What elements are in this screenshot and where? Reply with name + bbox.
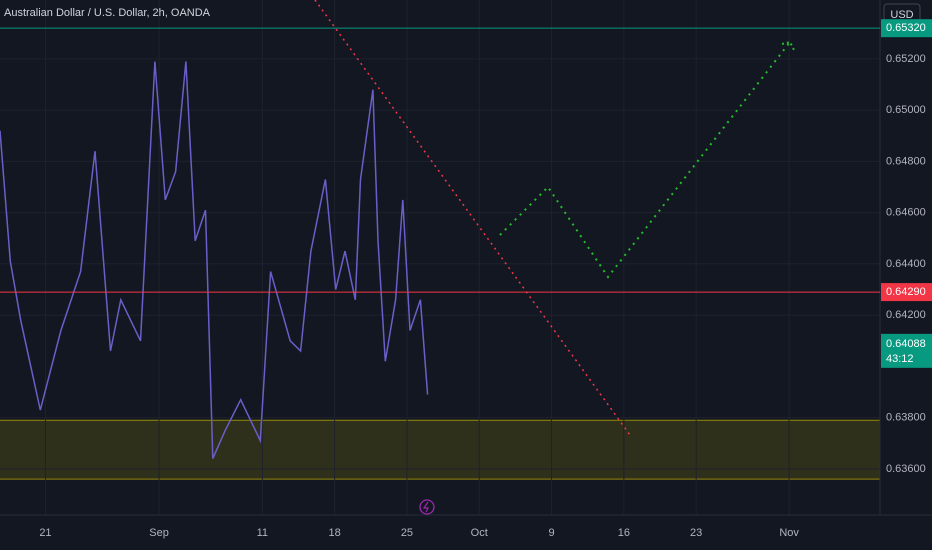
price-line xyxy=(0,61,429,459)
y-tick-label: 0.64600 xyxy=(886,207,926,219)
y-tick-label: 0.63800 xyxy=(886,412,926,424)
y-tick-label: 0.64800 xyxy=(886,155,926,167)
level-label-box xyxy=(881,19,932,38)
currency: USD xyxy=(890,9,913,21)
plot-area xyxy=(0,0,880,515)
zone xyxy=(0,420,880,480)
x-tick-label: 21 xyxy=(39,527,51,539)
last-price-box xyxy=(881,333,932,368)
price-axis xyxy=(880,0,932,550)
x-tick-label: Oct xyxy=(471,527,488,539)
event-icon[interactable] xyxy=(419,499,435,515)
y-tick-label: 0.64400 xyxy=(886,258,926,270)
level-label: 0.65320 xyxy=(886,22,926,34)
level-label: 0.64290 xyxy=(886,286,926,298)
countdown: 43:12 xyxy=(886,353,914,365)
last-price-label: 0.64088 xyxy=(886,338,926,350)
y-tick-label: 0.65200 xyxy=(886,53,926,65)
y-tick-label: 0.65000 xyxy=(886,104,926,116)
x-tick-label: 9 xyxy=(548,527,554,539)
x-tick-label: 18 xyxy=(329,527,341,539)
y-tick-label: 0.63600 xyxy=(886,463,926,475)
y-tick-label: 0.64200 xyxy=(886,309,926,321)
x-tick-label: 16 xyxy=(618,527,630,539)
level-label-box xyxy=(881,283,932,302)
chart-title: Australian Dollar / U.S. Dollar, 2h, OAN… xyxy=(4,7,211,19)
event-icon-bolt xyxy=(422,501,429,513)
x-tick-label: 11 xyxy=(257,527,268,539)
x-tick-label: Sep xyxy=(149,527,169,539)
x-tick-label: 23 xyxy=(690,527,702,539)
x-tick-label: Nov xyxy=(779,527,799,539)
x-tick-label: 25 xyxy=(401,527,413,539)
